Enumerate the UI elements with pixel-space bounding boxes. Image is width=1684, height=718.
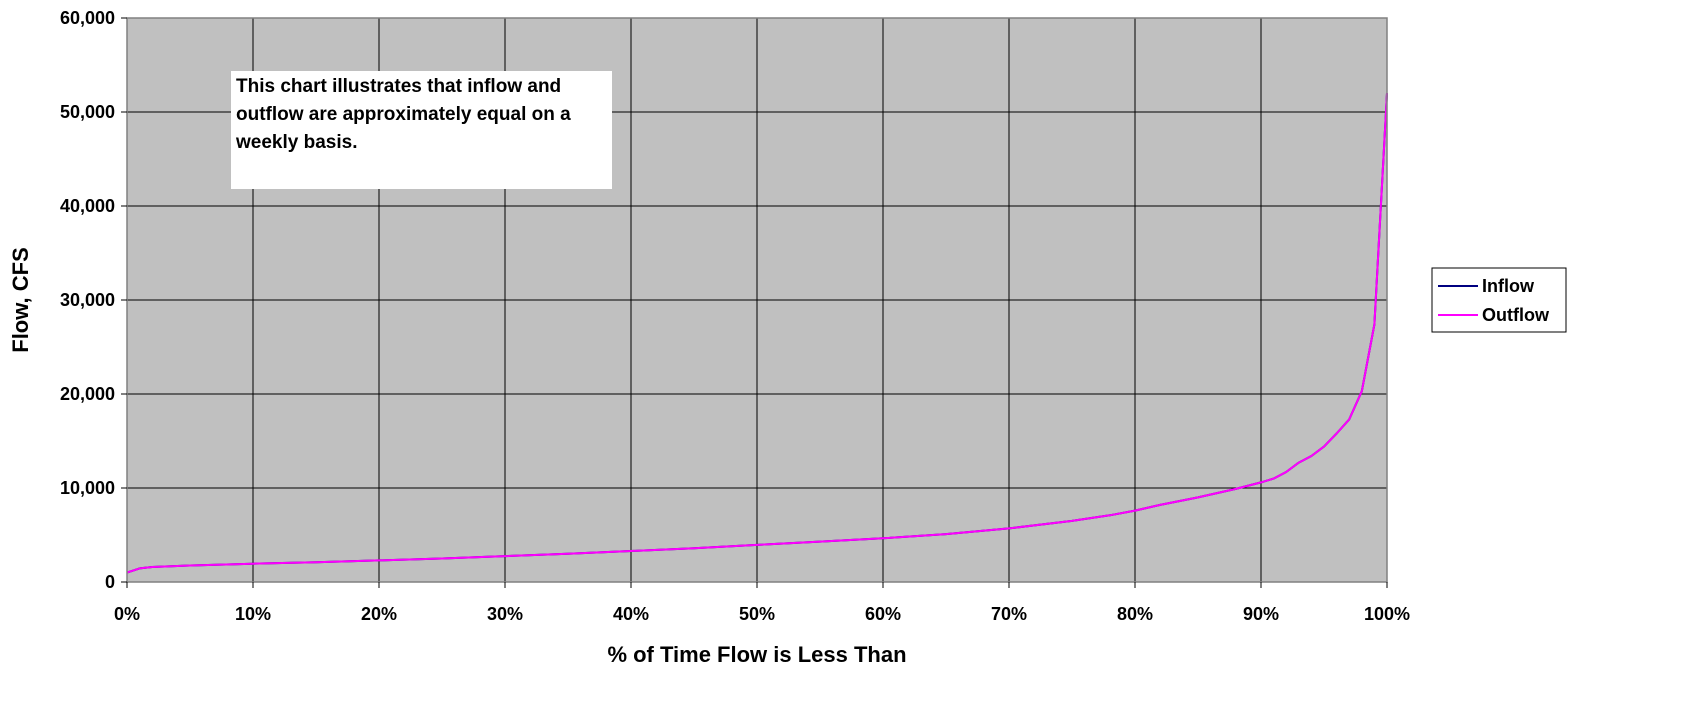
y-axis-title: Flow, CFS <box>8 247 33 353</box>
y-tick-label: 40,000 <box>60 196 115 216</box>
x-tick-label: 60% <box>865 604 901 624</box>
legend-label-outflow: Outflow <box>1482 305 1550 325</box>
legend-box <box>1431 267 1567 333</box>
legend: Inflow Outflow <box>1431 267 1567 333</box>
y-axis-ticks: 0 10,000 20,000 30,000 40,000 50,000 60,000 <box>60 8 127 592</box>
annotation-line: outflow are approximately equal on a <box>236 104 571 125</box>
y-tick-label: 10,000 <box>60 478 115 498</box>
x-tick-label: 70% <box>991 604 1027 624</box>
y-tick-label: 30,000 <box>60 290 115 310</box>
legend-label-inflow: Inflow <box>1482 276 1535 296</box>
y-tick-label: 50,000 <box>60 102 115 122</box>
x-tick-label: 10% <box>235 604 271 624</box>
x-tick-label: 0% <box>114 604 140 624</box>
x-axis-title: % of Time Flow is Less Than <box>607 642 906 667</box>
y-tick-label: 60,000 <box>60 8 115 28</box>
x-tick-label: 50% <box>739 604 775 624</box>
x-tick-label: 40% <box>613 604 649 624</box>
series-layer <box>126 93 1388 574</box>
x-tick-label: 30% <box>487 604 523 624</box>
annotation-line: This chart illustrates that inflow and <box>236 76 561 97</box>
x-tick-label: 100% <box>1364 604 1410 624</box>
annotation-box: This chart illustrates that inflow and o… <box>231 71 612 189</box>
x-tick-label: 90% <box>1243 604 1279 624</box>
x-tick-label: 20% <box>361 604 397 624</box>
y-tick-label: 0 <box>105 572 115 592</box>
series-line-outflow <box>126 93 1388 574</box>
annotation-background <box>231 71 612 189</box>
x-tick-label: 80% <box>1117 604 1153 624</box>
annotation-line: weekly basis. <box>235 132 357 153</box>
x-axis-ticks: 0% 10% 20% 30% 40% 50% 60% 70% 80% 90% 100% <box>114 582 1410 624</box>
y-tick-label: 20,000 <box>60 384 115 404</box>
